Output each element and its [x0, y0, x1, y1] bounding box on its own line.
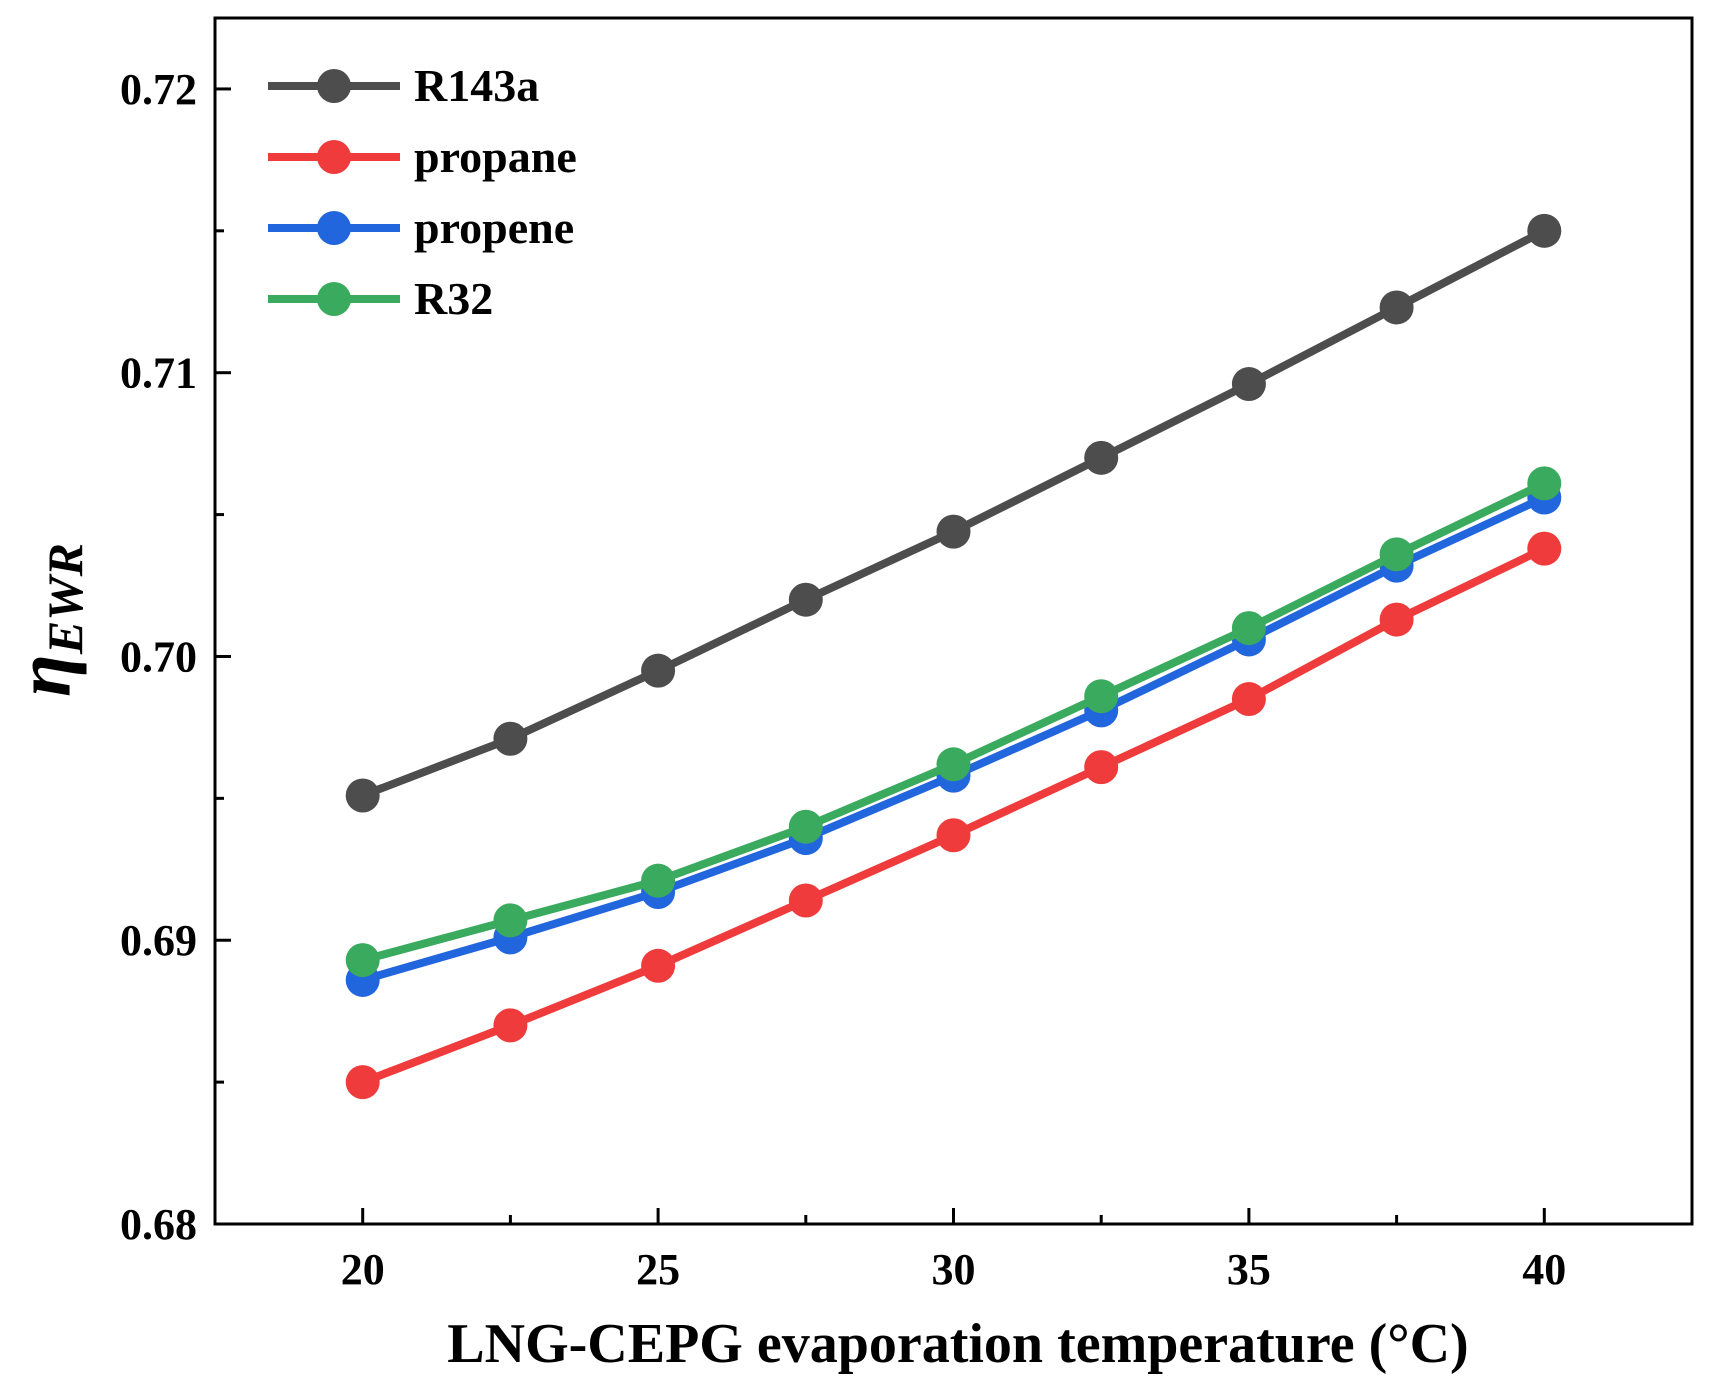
data-point-r32 — [1379, 537, 1414, 572]
x-tick-label: 35 — [1227, 1245, 1271, 1294]
legend-label: propane — [414, 131, 577, 182]
x-tick-label: 30 — [932, 1245, 976, 1294]
legend-label: R143a — [414, 60, 539, 111]
legend-item-propene: propene — [268, 202, 574, 253]
y-axis-title: ηEWR — [0, 543, 93, 697]
data-point-propane — [345, 1065, 380, 1100]
series-layer — [345, 213, 1562, 1100]
y-tick-label: 0.68 — [120, 1200, 197, 1249]
data-point-r143a — [1084, 440, 1119, 475]
data-point-r143a — [493, 721, 528, 756]
data-point-propane — [788, 883, 823, 918]
data-point-r32 — [788, 809, 823, 844]
y-tick-label: 0.71 — [120, 349, 197, 398]
legend-item-r32: R32 — [268, 273, 493, 324]
y-tick-label: 0.69 — [120, 916, 197, 965]
legend-swatch-marker — [317, 140, 351, 174]
data-point-r32 — [936, 747, 971, 782]
data-point-r143a — [788, 582, 823, 617]
data-point-r143a — [936, 514, 971, 549]
x-tick-label: 25 — [636, 1245, 680, 1294]
series-r32 — [345, 466, 1562, 978]
data-point-r32 — [345, 943, 380, 978]
data-point-r143a — [1231, 367, 1266, 402]
y-axis-title-sub: EWR — [37, 543, 93, 655]
legend-swatch-marker — [317, 69, 351, 103]
data-point-propane — [1379, 602, 1414, 637]
data-point-propane — [493, 1008, 528, 1043]
data-point-r32 — [641, 863, 676, 898]
series-propane — [345, 531, 1562, 1100]
data-point-propane — [641, 948, 676, 983]
y-tick-label: 0.72 — [120, 65, 197, 114]
y-axis-title-main: η — [0, 654, 87, 697]
data-point-propane — [936, 818, 971, 853]
legend: R143a propane propene R32 — [268, 60, 577, 324]
data-point-r143a — [1379, 290, 1414, 325]
legend-item-propane: propane — [268, 131, 577, 182]
series-r143a — [345, 213, 1562, 813]
series-line-r143a — [361, 227, 1547, 800]
x-tick-label: 20 — [341, 1245, 385, 1294]
data-point-r32 — [493, 903, 528, 938]
series-line-propane — [361, 544, 1547, 1086]
data-point-r32 — [1084, 679, 1119, 714]
x-axis-title: LNG-CEPG evaporation temperature (°C) — [447, 1313, 1468, 1375]
legend-item-r143a: R143a — [268, 60, 539, 111]
data-point-r143a — [345, 778, 380, 813]
data-point-propane — [1084, 750, 1119, 785]
x-tick-label: 40 — [1522, 1245, 1566, 1294]
data-point-r32 — [1527, 466, 1562, 501]
legend-label: propene — [414, 202, 574, 253]
data-point-propane — [1527, 531, 1562, 566]
data-point-r143a — [1527, 213, 1562, 248]
legend-swatch-marker — [317, 211, 351, 245]
legend-swatch-marker — [317, 282, 351, 316]
plot-frame — [213, 16, 1694, 1226]
data-point-propane — [1231, 682, 1266, 717]
data-point-r143a — [641, 653, 676, 688]
legend-label: R32 — [414, 273, 493, 324]
y-tick-label: 0.70 — [120, 632, 197, 681]
y-axis-ticks: 0.68 0.69 0.70 0.71 0.72 — [120, 65, 231, 1249]
data-point-r32 — [1231, 611, 1266, 646]
x-axis-ticks: 20 25 30 35 40 — [341, 1208, 1566, 1294]
